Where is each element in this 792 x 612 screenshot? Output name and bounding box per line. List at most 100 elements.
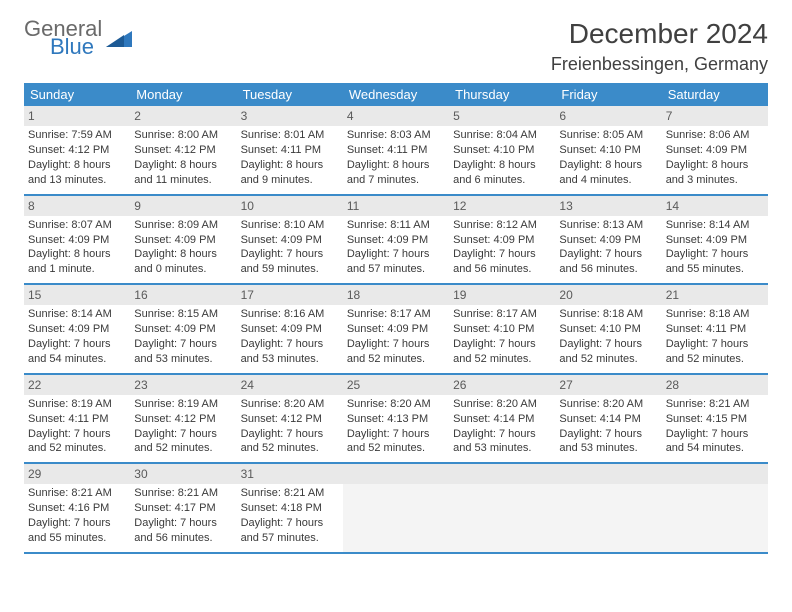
- week-row: 29Sunrise: 8:21 AMSunset: 4:16 PMDayligh…: [24, 463, 768, 553]
- day-number: 28: [662, 375, 768, 395]
- location: Freienbessingen, Germany: [551, 54, 768, 75]
- sunset-text: Sunset: 4:09 PM: [134, 233, 232, 248]
- day2-text: and 53 minutes.: [453, 441, 551, 456]
- sunrise-text: Sunrise: 8:21 AM: [666, 397, 764, 412]
- sunrise-text: Sunrise: 8:15 AM: [134, 307, 232, 322]
- day-cell: 25Sunrise: 8:20 AMSunset: 4:13 PMDayligh…: [343, 374, 449, 464]
- day-number: 8: [24, 196, 130, 216]
- day-cell: 18Sunrise: 8:17 AMSunset: 4:09 PMDayligh…: [343, 284, 449, 374]
- day1-text: Daylight: 7 hours: [241, 427, 339, 442]
- day-number: 27: [555, 375, 661, 395]
- day2-text: and 13 minutes.: [28, 173, 126, 188]
- day1-text: Daylight: 7 hours: [559, 427, 657, 442]
- day-number: 21: [662, 285, 768, 305]
- sunrise-text: Sunrise: 8:11 AM: [347, 218, 445, 233]
- day-cell: 10 Sunrise: 8:10 AMSunset: 4:09 PMDayligh…: [237, 195, 343, 285]
- day2-text: and 11 minutes.: [134, 173, 232, 188]
- day1-text: Daylight: 7 hours: [28, 427, 126, 442]
- sunset-text: Sunset: 4:09 PM: [241, 233, 339, 248]
- day1-text: Daylight: 7 hours: [347, 427, 445, 442]
- day2-text: and 55 minutes.: [28, 531, 126, 546]
- sunrise-text: Sunrise: 8:18 AM: [666, 307, 764, 322]
- sunrise-text: Sunrise: 8:05 AM: [559, 128, 657, 143]
- day-cell: 5Sunrise: 8:04 AMSunset: 4:10 PMDaylight…: [449, 106, 555, 195]
- day1-text: Daylight: 8 hours: [134, 247, 232, 262]
- day1-text: Daylight: 8 hours: [241, 158, 339, 173]
- sunrise-text: Sunrise: 8:04 AM: [453, 128, 551, 143]
- sunset-text: Sunset: 4:14 PM: [453, 412, 551, 427]
- day-cell: 14Sunrise: 8:14 AMSunset: 4:09 PMDayligh…: [662, 195, 768, 285]
- dow-tuesday: Tuesday: [237, 83, 343, 106]
- day2-text: and 52 minutes.: [134, 441, 232, 456]
- sunrise-text: Sunrise: 8:10 AM: [241, 218, 339, 233]
- sunrise-text: Sunrise: 8:14 AM: [28, 307, 126, 322]
- day1-text: Daylight: 7 hours: [559, 337, 657, 352]
- day-number: 12: [449, 196, 555, 216]
- week-row: 22Sunrise: 8:19 AMSunset: 4:11 PMDayligh…: [24, 374, 768, 464]
- day2-text: and 57 minutes.: [347, 262, 445, 277]
- sunset-text: Sunset: 4:09 PM: [241, 322, 339, 337]
- day-number: 18: [343, 285, 449, 305]
- day1-text: Daylight: 8 hours: [347, 158, 445, 173]
- day-number: 24: [237, 375, 343, 395]
- sunset-text: Sunset: 4:10 PM: [559, 143, 657, 158]
- day-cell: 22Sunrise: 8:19 AMSunset: 4:11 PMDayligh…: [24, 374, 130, 464]
- sunrise-text: Sunrise: 8:20 AM: [347, 397, 445, 412]
- sunset-text: Sunset: 4:11 PM: [28, 412, 126, 427]
- day1-text: Daylight: 7 hours: [453, 247, 551, 262]
- sunrise-text: Sunrise: 8:18 AM: [559, 307, 657, 322]
- logo: General Blue: [24, 18, 132, 58]
- sunrise-text: Sunrise: 8:09 AM: [134, 218, 232, 233]
- day-number: 15: [24, 285, 130, 305]
- day2-text: and 54 minutes.: [28, 352, 126, 367]
- empty-day-number: [662, 464, 768, 484]
- sunset-text: Sunset: 4:09 PM: [453, 233, 551, 248]
- day1-text: Daylight: 7 hours: [28, 516, 126, 531]
- sunrise-text: Sunrise: 8:20 AM: [241, 397, 339, 412]
- day2-text: and 53 minutes.: [559, 441, 657, 456]
- sunset-text: Sunset: 4:14 PM: [559, 412, 657, 427]
- week-row: 1Sunrise: 7:59 AMSunset: 4:12 PMDaylight…: [24, 106, 768, 195]
- day1-text: Daylight: 7 hours: [347, 337, 445, 352]
- day2-text: and 53 minutes.: [134, 352, 232, 367]
- day1-text: Daylight: 7 hours: [453, 337, 551, 352]
- day1-text: Daylight: 7 hours: [241, 247, 339, 262]
- day1-text: Daylight: 8 hours: [28, 247, 126, 262]
- day-number: 4: [343, 106, 449, 126]
- day-number: 6: [555, 106, 661, 126]
- dow-monday: Monday: [130, 83, 236, 106]
- day-cell: 12Sunrise: 8:12 AMSunset: 4:09 PMDayligh…: [449, 195, 555, 285]
- sunrise-text: Sunrise: 7:59 AM: [28, 128, 126, 143]
- day1-text: Daylight: 7 hours: [28, 337, 126, 352]
- sunset-text: Sunset: 4:11 PM: [666, 322, 764, 337]
- day1-text: Daylight: 7 hours: [241, 516, 339, 531]
- day1-text: Daylight: 7 hours: [134, 516, 232, 531]
- day2-text: and 4 minutes.: [559, 173, 657, 188]
- day2-text: and 6 minutes.: [453, 173, 551, 188]
- sunset-text: Sunset: 4:09 PM: [28, 322, 126, 337]
- day1-text: Daylight: 7 hours: [666, 247, 764, 262]
- day2-text: and 57 minutes.: [241, 531, 339, 546]
- sunrise-text: Sunrise: 8:06 AM: [666, 128, 764, 143]
- day-cell: 26Sunrise: 8:20 AMSunset: 4:14 PMDayligh…: [449, 374, 555, 464]
- day2-text: and 56 minutes.: [453, 262, 551, 277]
- sunrise-text: Sunrise: 8:21 AM: [134, 486, 232, 501]
- day-cell: 21Sunrise: 8:18 AMSunset: 4:11 PMDayligh…: [662, 284, 768, 374]
- day2-text: and 7 minutes.: [347, 173, 445, 188]
- day-number: 10: [237, 196, 343, 216]
- day2-text: and 54 minutes.: [666, 441, 764, 456]
- sunrise-text: Sunrise: 8:07 AM: [28, 218, 126, 233]
- sunset-text: Sunset: 4:09 PM: [134, 322, 232, 337]
- day-cell: 23Sunrise: 8:19 AMSunset: 4:12 PMDayligh…: [130, 374, 236, 464]
- sunset-text: Sunset: 4:10 PM: [453, 322, 551, 337]
- day2-text: and 52 minutes.: [453, 352, 551, 367]
- day-number: 13: [555, 196, 661, 216]
- header: General Blue December 2024 Freienbessing…: [24, 18, 768, 75]
- day-number: 14: [662, 196, 768, 216]
- day1-text: Daylight: 8 hours: [559, 158, 657, 173]
- empty-day-number: [555, 464, 661, 484]
- month-title: December 2024: [551, 18, 768, 50]
- day-cell: 8Sunrise: 8:07 AMSunset: 4:09 PMDaylight…: [24, 195, 130, 285]
- sunrise-text: Sunrise: 8:14 AM: [666, 218, 764, 233]
- day-number: 1: [24, 106, 130, 126]
